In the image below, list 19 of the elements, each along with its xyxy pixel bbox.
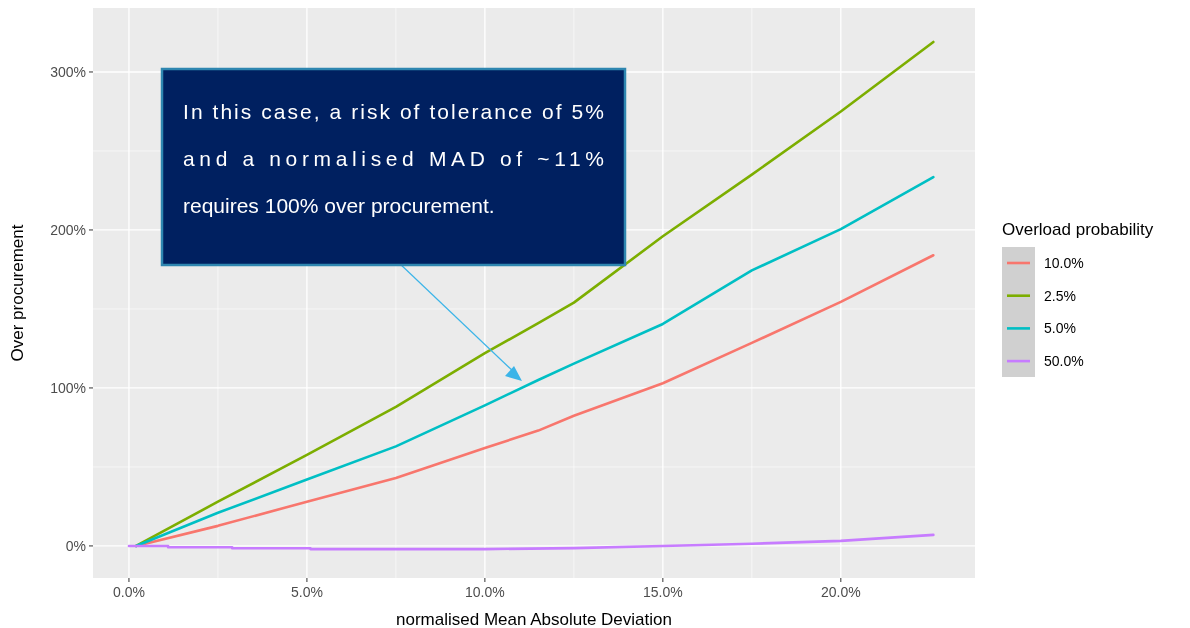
line-series	[127, 533, 935, 551]
legend-label: 50.0%	[1044, 353, 1084, 370]
annotation: In this case, a risk of tolerance of 5% and a normalised MAD of ~11% requires 100% over procurement.	[183, 100, 604, 217]
line-series	[134, 175, 935, 548]
x-tick-label: 10.0%	[465, 584, 505, 600]
x-tick-label: 20.0%	[820, 584, 861, 600]
legend-label: 2.5%	[1044, 287, 1076, 304]
legend-label: 5.0%	[1044, 320, 1076, 337]
x-axis-title: normalised Mean Absolute Deviation	[396, 610, 672, 628]
x-tick-label: 15.0%	[643, 584, 683, 600]
legend-label: 10.0%	[1044, 255, 1084, 271]
y-tick-label: 200%	[50, 221, 86, 238]
x-tick-label: 0.0%	[112, 584, 145, 600]
y-tick-label: 0%	[65, 537, 86, 554]
x-tick-label: 5.0%	[290, 584, 323, 600]
y-axis-title: Over procurement	[8, 224, 27, 362]
y-tick-label: 100%	[50, 379, 86, 396]
y-tick-label: 300%	[50, 63, 86, 80]
legend-title: Overload probability	[1002, 220, 1154, 239]
